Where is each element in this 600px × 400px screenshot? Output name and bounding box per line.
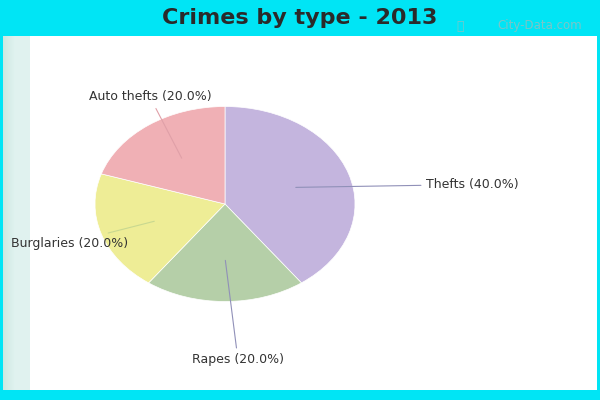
- Bar: [12, 0, 27, 400]
- Bar: [11, 0, 26, 400]
- Bar: [10, 0, 25, 400]
- Bar: [14, 0, 29, 400]
- Text: ⓘ: ⓘ: [456, 20, 464, 32]
- Bar: [14, 0, 29, 400]
- Bar: [8, 0, 23, 400]
- Bar: [13, 0, 28, 400]
- Bar: [11, 0, 26, 400]
- Bar: [2, 0, 17, 400]
- Bar: [4, 0, 19, 400]
- Bar: [1, 0, 16, 400]
- Bar: [14, 0, 29, 400]
- Bar: [6, 0, 21, 400]
- Wedge shape: [149, 204, 301, 302]
- Bar: [1, 0, 17, 400]
- Bar: [7, 0, 22, 400]
- Bar: [0, 0, 15, 400]
- Bar: [3, 0, 18, 400]
- Bar: [7, 0, 22, 400]
- Bar: [597, 0, 600, 400]
- Bar: [1, 0, 16, 400]
- Bar: [5, 0, 19, 400]
- Bar: [1, 0, 16, 400]
- Text: Crimes by type - 2013: Crimes by type - 2013: [163, 8, 437, 28]
- Bar: [4, 0, 19, 400]
- Bar: [10, 0, 25, 400]
- Text: Burglaries (20.0%): Burglaries (20.0%): [11, 221, 154, 250]
- Bar: [9, 0, 24, 400]
- Bar: [14, 0, 29, 400]
- Bar: [5, 0, 20, 400]
- Text: City-Data.com: City-Data.com: [497, 20, 582, 32]
- Text: Auto thefts (20.0%): Auto thefts (20.0%): [89, 90, 211, 158]
- Bar: [11, 0, 26, 400]
- Bar: [5, 0, 20, 400]
- Wedge shape: [95, 174, 225, 283]
- Bar: [2, 0, 17, 400]
- Bar: [13, 0, 28, 400]
- Text: Rapes (20.0%): Rapes (20.0%): [192, 260, 284, 366]
- Bar: [10, 0, 25, 400]
- Bar: [7, 0, 22, 400]
- Wedge shape: [101, 106, 225, 204]
- Bar: [5, 0, 20, 400]
- Bar: [13, 0, 28, 400]
- Bar: [8, 0, 23, 400]
- Bar: [7, 0, 23, 400]
- Text: Thefts (40.0%): Thefts (40.0%): [296, 178, 519, 191]
- Bar: [10, 0, 25, 400]
- Bar: [2, 0, 17, 400]
- Bar: [0, 0, 600, 36]
- Bar: [4, 0, 19, 400]
- Bar: [8, 0, 23, 400]
- Bar: [0, 0, 3, 400]
- Wedge shape: [225, 106, 355, 283]
- Bar: [0, 390, 600, 400]
